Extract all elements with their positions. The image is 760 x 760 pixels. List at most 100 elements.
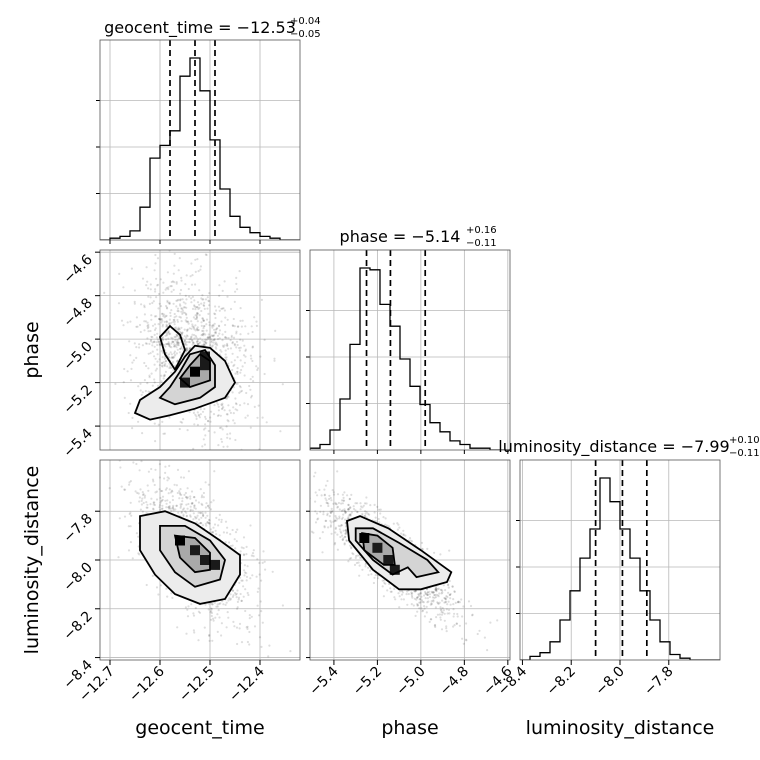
xlabel-luminosity-distance: luminosity_distance — [526, 717, 715, 739]
sample-point — [245, 553, 248, 556]
sample-point — [153, 483, 156, 487]
sample-point — [191, 333, 194, 336]
sample-point — [223, 344, 226, 347]
sample-point — [328, 515, 331, 518]
sample-point — [323, 525, 326, 528]
sample-point — [226, 526, 229, 529]
sample-point — [342, 537, 345, 540]
sample-point — [178, 315, 181, 318]
sample-point — [336, 493, 340, 496]
sample-point — [194, 335, 197, 338]
sample-point — [350, 493, 353, 496]
sample-point — [181, 331, 184, 334]
sample-point — [436, 602, 440, 605]
sample-point — [222, 307, 225, 310]
sample-point — [239, 333, 242, 336]
sample-point — [208, 304, 211, 307]
sample-point — [419, 592, 423, 595]
sample-point — [410, 603, 413, 606]
sample-point — [364, 563, 367, 566]
sample-point — [171, 490, 174, 493]
sample-point — [224, 330, 227, 333]
sample-point — [190, 262, 193, 265]
sample-point — [194, 314, 197, 317]
sample-point — [208, 522, 211, 525]
sample-point — [203, 343, 206, 346]
sample-point — [170, 342, 173, 345]
sample-point — [384, 517, 387, 520]
sample-point — [164, 315, 167, 318]
sample-point — [132, 359, 135, 362]
sample-point — [151, 384, 154, 387]
sample-point — [194, 499, 198, 502]
sample-point — [177, 511, 180, 514]
tick-label-y: −5.2 — [60, 382, 95, 417]
sample-point — [251, 346, 254, 349]
sample-point — [192, 342, 195, 345]
sample-point — [453, 612, 456, 615]
sample-point — [173, 350, 176, 353]
sample-point — [347, 515, 350, 518]
sample-point — [195, 516, 198, 519]
sample-point — [347, 516, 350, 520]
tick-label-y: −8.0 — [60, 560, 95, 595]
sample-point — [204, 522, 207, 525]
sample-point — [200, 324, 203, 327]
sample-point — [317, 517, 320, 520]
sample-point — [402, 598, 405, 601]
sample-point — [131, 557, 134, 560]
sample-point — [185, 511, 188, 514]
sample-point — [172, 507, 175, 510]
sample-point — [97, 515, 99, 517]
sample-point — [201, 503, 204, 507]
sample-point — [231, 368, 234, 372]
sample-point — [208, 519, 211, 522]
sample-point — [322, 513, 325, 516]
sample-point — [197, 511, 200, 514]
sample-point — [340, 524, 343, 527]
sample-point — [151, 301, 154, 305]
sample-point — [163, 373, 166, 376]
sample-point — [184, 283, 187, 286]
sample-point — [140, 503, 143, 506]
sample-point — [217, 409, 220, 412]
sample-point — [424, 590, 427, 594]
sample-point — [161, 495, 165, 498]
sample-point — [432, 591, 435, 594]
sample-point — [327, 502, 330, 505]
sample-point — [246, 625, 249, 629]
sample-point — [346, 517, 349, 520]
sample-point — [273, 359, 276, 362]
sample-point — [236, 367, 239, 370]
sample-point — [343, 542, 346, 545]
sample-point — [142, 501, 145, 505]
sample-point — [165, 286, 168, 290]
sample-point — [416, 604, 419, 607]
sample-point — [208, 522, 211, 525]
sample-point — [236, 607, 239, 610]
sample-point — [446, 584, 450, 587]
sample-point — [189, 497, 192, 500]
sample-point — [352, 507, 356, 511]
sample-point — [178, 337, 181, 340]
sample-point — [347, 503, 350, 506]
sample-point — [186, 328, 189, 331]
sample-point — [430, 618, 433, 621]
sample-point — [158, 342, 161, 345]
sample-point — [186, 348, 189, 351]
sample-point — [234, 438, 237, 442]
sample-point — [354, 509, 357, 512]
sample-point — [244, 325, 247, 328]
sample-point — [349, 544, 352, 547]
sample-point — [398, 526, 401, 529]
sample-point — [174, 326, 177, 329]
sample-point — [227, 599, 230, 602]
sample-point — [322, 510, 325, 513]
sample-point — [167, 331, 170, 334]
sample-point — [154, 357, 157, 360]
sample-point — [146, 324, 149, 328]
sample-point — [231, 589, 234, 592]
sample-point — [343, 491, 346, 494]
sample-point — [441, 589, 444, 592]
sample-point — [210, 410, 213, 413]
